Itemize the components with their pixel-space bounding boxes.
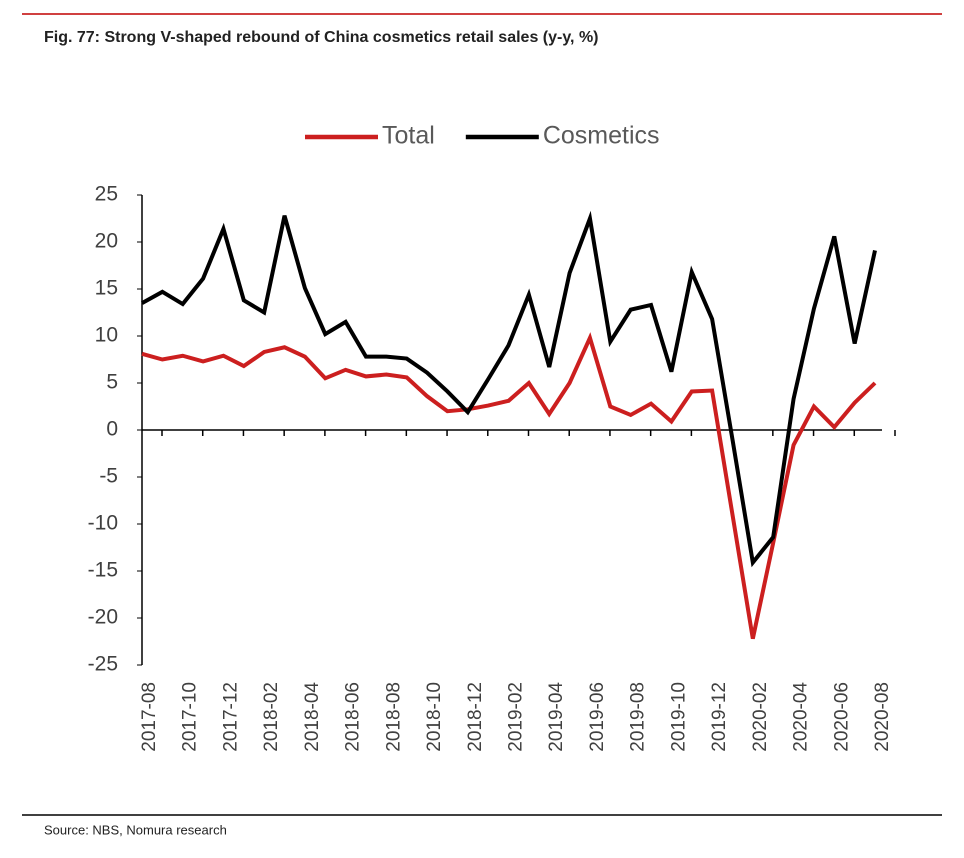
x-tick-label: 2019-12 xyxy=(709,682,730,752)
x-tick-label: 2017-08 xyxy=(139,682,160,752)
chart-title: Fig. 77: Strong V-shaped rebound of Chin… xyxy=(44,29,599,46)
x-tick-label: 2017-10 xyxy=(180,682,201,752)
x-tick-label: 2020-06 xyxy=(831,682,852,752)
y-tick-label: 5 xyxy=(106,371,118,394)
x-tick-label: 2017-12 xyxy=(220,682,241,752)
y-tick-label: -20 xyxy=(88,606,118,629)
x-tick-label: 2018-04 xyxy=(302,682,323,752)
y-tick-label: 25 xyxy=(95,183,118,206)
y-tick-label: -15 xyxy=(88,559,118,582)
x-tick-label: 2019-08 xyxy=(628,682,649,752)
source-note: Source: NBS, Nomura research xyxy=(44,822,227,837)
y-tick-label: -5 xyxy=(99,465,118,488)
x-tick-label: 2018-02 xyxy=(261,682,282,752)
legend-label: Total xyxy=(382,122,435,150)
y-tick-label: 10 xyxy=(95,324,118,347)
series-line xyxy=(141,332,877,640)
x-tick-label: 2019-02 xyxy=(506,682,527,752)
series-line xyxy=(141,210,877,568)
x-tick-label: 2019-10 xyxy=(668,682,689,752)
x-tick-label: 2020-04 xyxy=(791,682,812,752)
x-tick-label: 2019-06 xyxy=(587,682,608,752)
x-tick-label: 2018-12 xyxy=(465,682,486,752)
x-tick-label: 2020-02 xyxy=(750,682,771,752)
x-tick-label: 2020-08 xyxy=(872,682,893,752)
legend-label: Cosmetics xyxy=(543,122,660,150)
y-tick-label: 0 xyxy=(106,418,118,441)
x-tick-label: 2019-04 xyxy=(546,682,567,752)
y-tick-label: -25 xyxy=(88,653,118,676)
x-tick-label: 2018-10 xyxy=(424,682,445,752)
y-tick-label: 15 xyxy=(95,277,118,300)
x-tick-label: 2018-06 xyxy=(343,682,364,752)
x-tick-label: 2018-08 xyxy=(383,682,404,752)
y-tick-label: -10 xyxy=(88,512,118,535)
y-tick-label: 20 xyxy=(95,230,118,253)
